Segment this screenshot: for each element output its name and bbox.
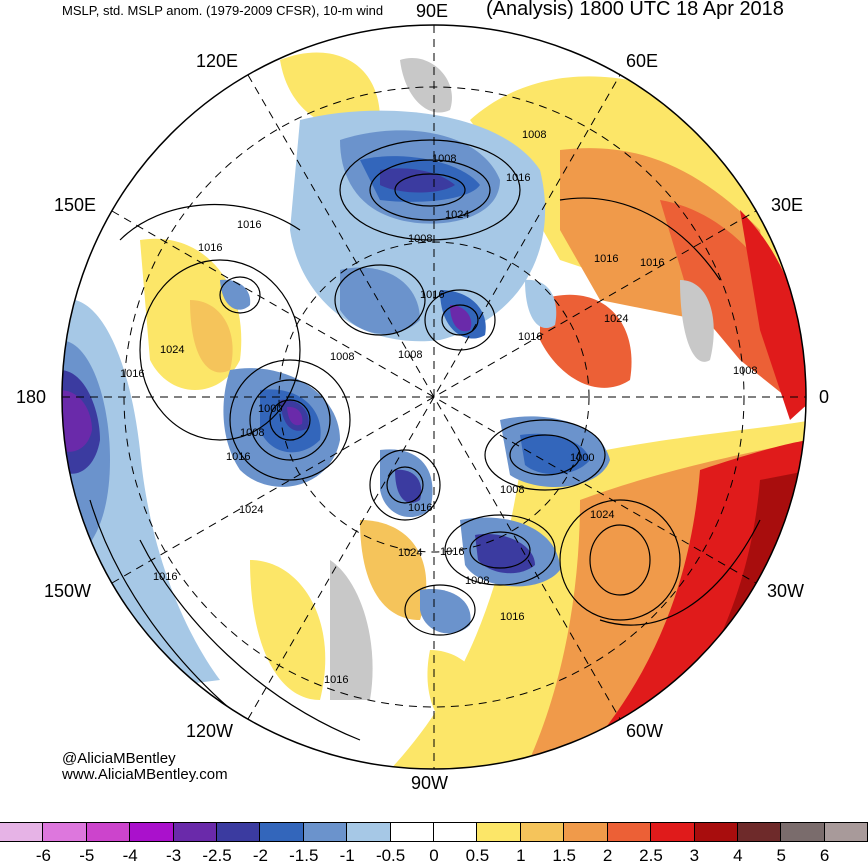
colorbar-cell [476, 822, 521, 842]
isobar-label: 1016 [237, 219, 261, 231]
colorbar-cell [172, 822, 218, 842]
colorbar-cell [606, 822, 652, 842]
colorbar-tick-label: 4 [733, 846, 743, 865]
isobar-label: 1016 [500, 611, 524, 623]
colorbar-cell [346, 822, 391, 842]
colorbar-tick-label: -4 [122, 846, 138, 865]
isobar-labels: 1008 1008 1016 1024 1008 1016 1016 1016 … [120, 129, 757, 686]
colorbar-cell [650, 822, 695, 842]
colorbar-tick-label: 0.5 [465, 846, 490, 865]
isobar-label: 1016 [594, 253, 618, 265]
lon-label-30e: 30E [771, 195, 804, 215]
colorbar-tick-label: -0.5 [375, 846, 406, 865]
colorbar-cell [259, 822, 304, 842]
isobars [89, 139, 761, 761]
isobar-label: 1008 [330, 351, 354, 363]
graticule [61, 24, 807, 770]
isobar-label: 1016 [324, 674, 348, 686]
lon-label-90e: 90E [416, 1, 449, 21]
colorbar-tick-label: 0 [429, 846, 439, 865]
isobar-label: 1008 [398, 349, 422, 361]
colorbar-cell [780, 822, 825, 842]
isobar-label: 1000 [258, 403, 282, 415]
colorbar-tick-label: 3 [689, 846, 700, 865]
colorbar-tick-label: -2 [252, 846, 268, 865]
chart-title-left: MSLP, std. MSLP anom. (1979-2009 CFSR), … [62, 3, 384, 18]
isobar-label: 1016 [408, 502, 432, 514]
colorbar-cell [0, 822, 44, 842]
isobar-label: 1008 [733, 365, 757, 377]
lon-label-30w: 30W [767, 581, 805, 601]
colorbar-cell [302, 822, 348, 842]
isobar-label: 1016 [506, 172, 530, 184]
isobar-label: 1024 [398, 547, 422, 559]
colorbar-cell [42, 822, 87, 842]
lon-label-90w: 90W [411, 773, 449, 793]
isobar-label: 1008 [432, 153, 456, 165]
isobar-label: 1024 [590, 509, 614, 521]
isobar-label: 1024 [239, 504, 263, 516]
isobar-label: 1000 [570, 452, 594, 464]
isobar-label: 1008 [408, 233, 432, 245]
isobar-label: 1008 [240, 427, 264, 439]
colorbar-tick-label: -5 [79, 846, 95, 865]
colorbar-cell [693, 822, 738, 842]
colorbar-tick-label: -6 [35, 846, 51, 865]
colorbar-cell [389, 822, 435, 842]
isobar-label: 1016 [226, 451, 250, 463]
lon-label-60e: 60E [626, 51, 659, 71]
colorbar-tick-label: -2.5 [202, 846, 232, 865]
isobar-label: 1008 [500, 484, 524, 496]
isobar-label: 1008 [522, 129, 546, 141]
lon-label-150w: 150W [44, 581, 92, 601]
lon-label-180: 180 [16, 387, 47, 407]
colorbar-tick-label: 2 [602, 846, 613, 865]
isobar-label: 1008 [465, 575, 489, 587]
colorbar-cell [736, 822, 782, 842]
colorbar-cell [433, 822, 478, 842]
colorbar-cell [216, 822, 261, 842]
colorbar-tick-label: 2.5 [639, 846, 663, 865]
colorbar-tick-label: -1 [339, 846, 355, 865]
colorbar-tick-label: 1.5 [552, 846, 577, 865]
isobar-label: 1016 [120, 368, 144, 380]
colorbar-ticks: -6 -5 -4 -3 -2.5 -2 -1.5 -1 -0.5 0 0.5 1 1.5 2 2.5 3 4 5 6 [0, 846, 868, 866]
colorbar-cell [563, 822, 608, 842]
isobar-label: 1016 [198, 242, 222, 254]
colorbar-cell [519, 822, 565, 842]
credit-handle: @AliciaMBentley [62, 750, 176, 767]
lon-label-120w: 120W [186, 721, 234, 741]
isobar-label: 1024 [160, 344, 184, 356]
colorbar-cell [129, 822, 174, 842]
lon-label-150e: 150E [54, 195, 97, 215]
isobar-label: 1016 [518, 331, 542, 343]
chart-title-right: (Analysis) 1800 UTC 18 Apr 2018 [486, 0, 784, 20]
colorbar-tick-label: -3 [166, 846, 182, 865]
isobar-label: 1024 [604, 313, 628, 325]
lon-label-60w: 60W [626, 721, 664, 741]
colorbar [0, 822, 868, 842]
colorbar-tick-label: -1.5 [289, 846, 319, 865]
colorbar-cell [85, 822, 131, 842]
credit-website: www.AliciaMBentley.com [62, 766, 228, 783]
colorbar-cell [823, 822, 868, 842]
colorbar-tick-label: 5 [776, 846, 786, 865]
isobar-label: 1016 [153, 571, 177, 583]
lon-label-0: 0 [819, 387, 830, 407]
colorbar-tick-label: 6 [819, 846, 830, 865]
isobar-label: 1024 [445, 209, 469, 221]
isobar-label: 1016 [640, 257, 664, 269]
polar-map: 1008 1008 1016 1024 1008 1016 1016 1016 … [61, 24, 807, 770]
isobar-label: 1016 [440, 546, 464, 558]
isobar-label: 1016 [420, 289, 444, 301]
lon-label-120e: 120E [196, 51, 239, 71]
colorbar-tick-label: 1 [516, 846, 526, 865]
